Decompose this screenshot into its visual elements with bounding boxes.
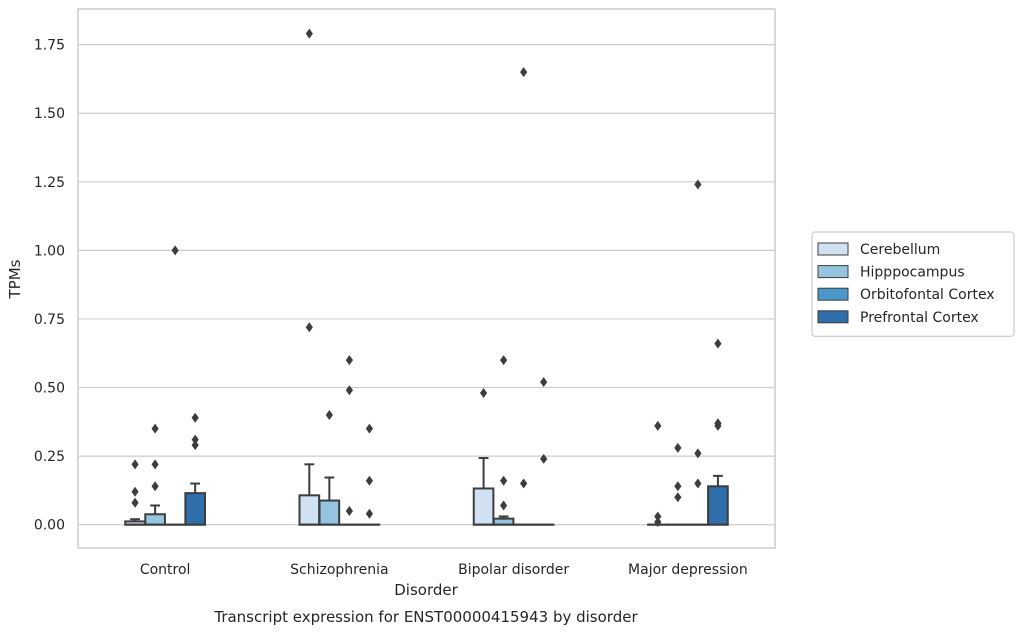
outlier-point bbox=[191, 434, 199, 445]
outlier-point bbox=[345, 355, 353, 366]
outlier-point bbox=[325, 409, 333, 420]
outlier-point bbox=[131, 486, 139, 497]
outlier-point bbox=[520, 67, 528, 78]
box-hipppocampus bbox=[144, 513, 166, 526]
outlier-point bbox=[654, 511, 662, 522]
outlier-point bbox=[305, 322, 313, 333]
chart-caption: Transcript expression for ENST0000041594… bbox=[213, 608, 638, 626]
legend-swatch bbox=[817, 287, 849, 301]
legend-label: Hipppocampus bbox=[860, 265, 965, 281]
outlier-point bbox=[151, 423, 159, 434]
outlier-point bbox=[654, 420, 662, 431]
outlier-point bbox=[131, 497, 139, 508]
x-tick-label: Control bbox=[140, 562, 191, 578]
box-prefrontal-cortex bbox=[707, 485, 729, 526]
y-tick-label: 0.50 bbox=[34, 381, 65, 397]
outlier-point bbox=[500, 500, 508, 511]
y-tick-label: 1.50 bbox=[34, 106, 65, 122]
outlier-point bbox=[365, 508, 374, 519]
outlier-point bbox=[540, 377, 548, 388]
outlier-point bbox=[151, 481, 159, 492]
outlier-point bbox=[654, 516, 662, 527]
outlier-point bbox=[674, 442, 682, 453]
y-tick-label: 0.75 bbox=[34, 312, 65, 328]
outlier-point bbox=[540, 453, 548, 464]
y-tick-label: 1.75 bbox=[34, 38, 65, 54]
box-prefrontal-cortex bbox=[184, 492, 207, 526]
axes: 0.00 0.25 0.50 0.75 1.00 1.25 1.50 1.75 Control S… bbox=[34, 8, 776, 578]
outlier-point bbox=[694, 179, 702, 190]
outlier-point bbox=[345, 385, 353, 396]
box-cerebellum bbox=[298, 494, 321, 526]
legend-label: Prefrontal Cortex bbox=[860, 310, 979, 326]
box-plot-marks bbox=[124, 28, 729, 527]
y-tick-label: 0.25 bbox=[34, 449, 65, 465]
outlier-point bbox=[500, 355, 508, 366]
y-axis-title: TPMs bbox=[6, 259, 24, 299]
outlier-point bbox=[714, 338, 722, 349]
outlier-point bbox=[479, 388, 488, 399]
x-tick-label: Major depression bbox=[628, 562, 748, 578]
outlier-point bbox=[694, 448, 702, 459]
legend-label: Cerebellum bbox=[860, 242, 940, 258]
y-tick-label: 0.00 bbox=[34, 518, 65, 534]
legend-frame bbox=[811, 231, 1015, 338]
x-axis-title: Disorder bbox=[394, 581, 458, 599]
legend-swatch bbox=[817, 265, 849, 279]
x-tick-label: Schizophrenia bbox=[290, 562, 388, 578]
y-tick-label: 1.25 bbox=[34, 175, 65, 191]
box-cerebellum bbox=[472, 487, 495, 526]
outlier-point bbox=[131, 459, 139, 470]
outlier-point bbox=[674, 492, 682, 503]
outlier-point bbox=[305, 28, 313, 39]
outlier-point bbox=[191, 440, 199, 451]
outlier-point bbox=[151, 459, 159, 470]
outlier-point bbox=[365, 475, 374, 486]
outlier-point bbox=[694, 478, 702, 489]
outlier-point bbox=[520, 478, 528, 489]
box-hipppocampus bbox=[318, 499, 341, 526]
outlier-point bbox=[191, 412, 199, 423]
outlier-point bbox=[714, 420, 722, 431]
legend-label: Orbitofontal Cortex bbox=[860, 287, 995, 303]
outlier-point bbox=[500, 475, 508, 486]
plot-frame bbox=[77, 8, 776, 549]
outlier-point bbox=[171, 245, 179, 256]
outlier-point bbox=[345, 505, 353, 516]
legend-swatch bbox=[817, 242, 849, 256]
legend-swatch bbox=[817, 310, 849, 324]
y-tick-label: 1.00 bbox=[34, 243, 65, 259]
outlier-point bbox=[674, 481, 682, 492]
x-tick-label: Bipolar disorder bbox=[458, 562, 569, 578]
outlier-point bbox=[365, 423, 374, 434]
legend: Cerebellum Hipppocampus Orbitofontal Corte… bbox=[811, 231, 1015, 338]
